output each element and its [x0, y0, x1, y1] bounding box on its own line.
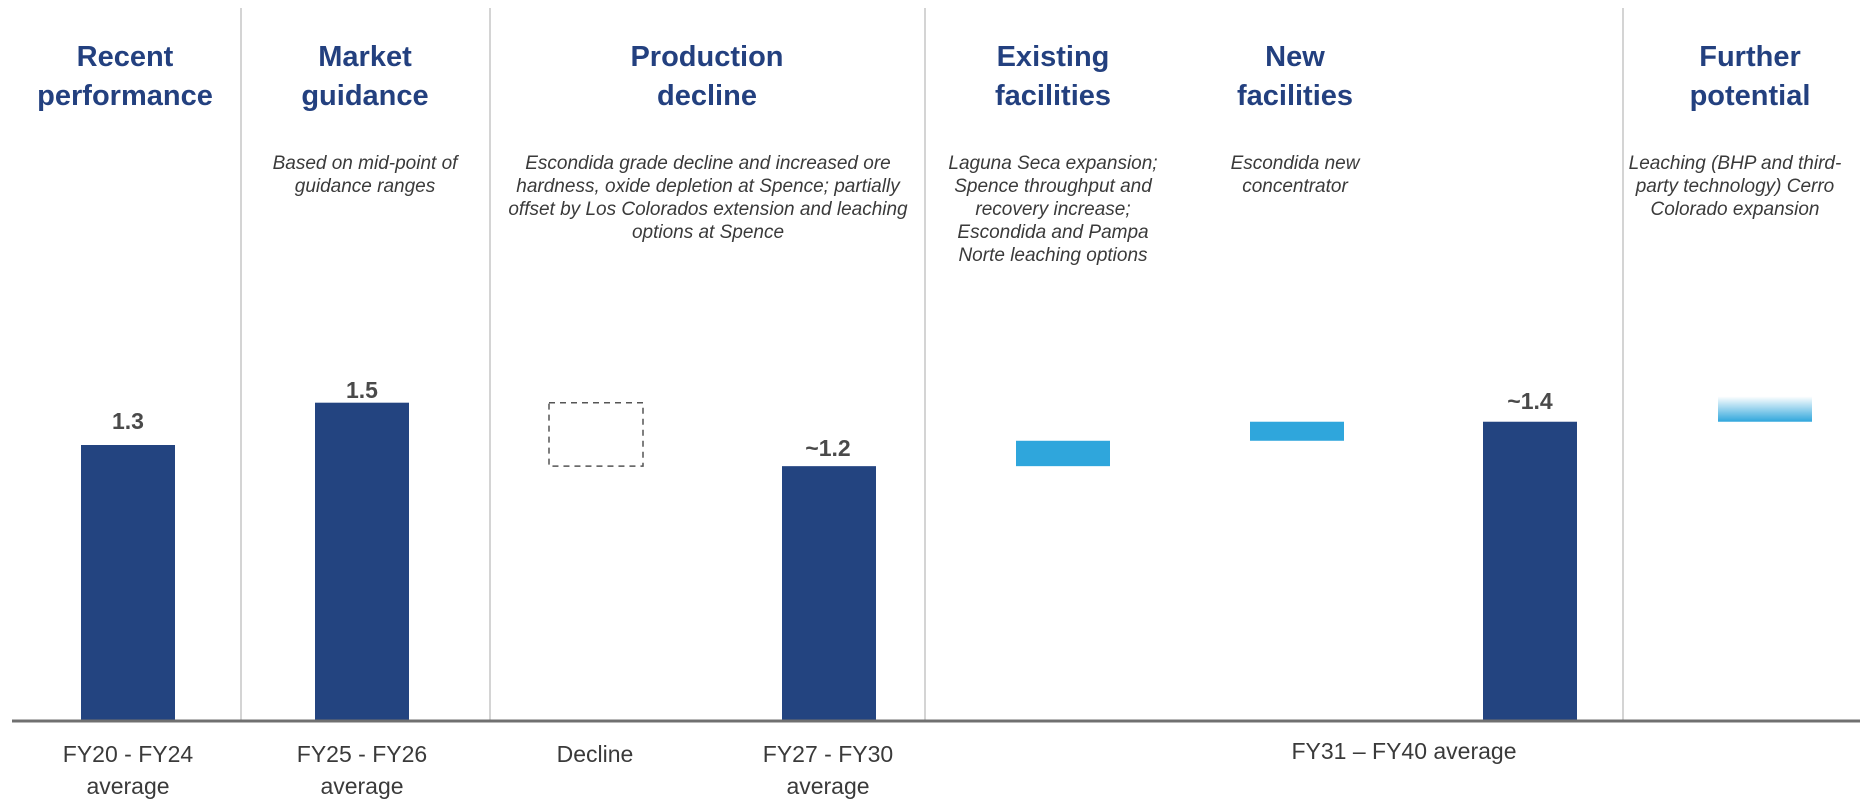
- header-production-decline: Production decline: [630, 41, 784, 112]
- category-label-fy31-fy40-group: FY31 – FY40 average: [1291, 738, 1517, 764]
- bar-decline: [548, 401, 644, 467]
- description-further-potential: Leaching (BHP and third-party technology…: [1628, 153, 1842, 220]
- description-market-guidance: Based on mid-point of guidance ranges: [272, 153, 458, 197]
- category-label-decline: Decline: [556, 741, 634, 767]
- bar-increase: [1016, 440, 1110, 467]
- bar-total: [782, 466, 876, 720]
- value-label-fy31-fy40: ~1.4: [1507, 388, 1553, 414]
- header-existing-facilities: Existing facilities: [994, 41, 1112, 112]
- category-label-fy27-fy30: FY27 - FY30 average: [762, 741, 894, 799]
- bar-further-potential: [1718, 396, 1812, 422]
- bar-total: [1483, 421, 1577, 720]
- value-label-fy20-fy24: 1.3: [112, 408, 144, 434]
- value-label-fy25-fy26: 1.5: [346, 377, 378, 403]
- bar-increase: [1250, 421, 1344, 441]
- header-market-guidance: Market guidance: [301, 41, 429, 112]
- description-existing-facilities: Laguna Seca expansion; Spence throughput…: [948, 153, 1158, 266]
- value-label-fy27-fy30: ~1.2: [805, 435, 851, 461]
- category-label-fy25-fy26: FY25 - FY26 average: [296, 741, 428, 799]
- header-new-facilities: New facilities: [1236, 41, 1354, 112]
- description-production-decline: Escondida grade decline and increased or…: [508, 153, 908, 243]
- bar-total: [315, 402, 409, 720]
- header-recent-performance: Recent performance: [37, 41, 213, 112]
- category-label-fy20-fy24: FY20 - FY24 average: [62, 741, 194, 799]
- header-further-potential: Further potential: [1689, 41, 1811, 112]
- bar-total: [81, 445, 175, 720]
- description-new-facilities: Escondida new concentrator: [1230, 153, 1360, 197]
